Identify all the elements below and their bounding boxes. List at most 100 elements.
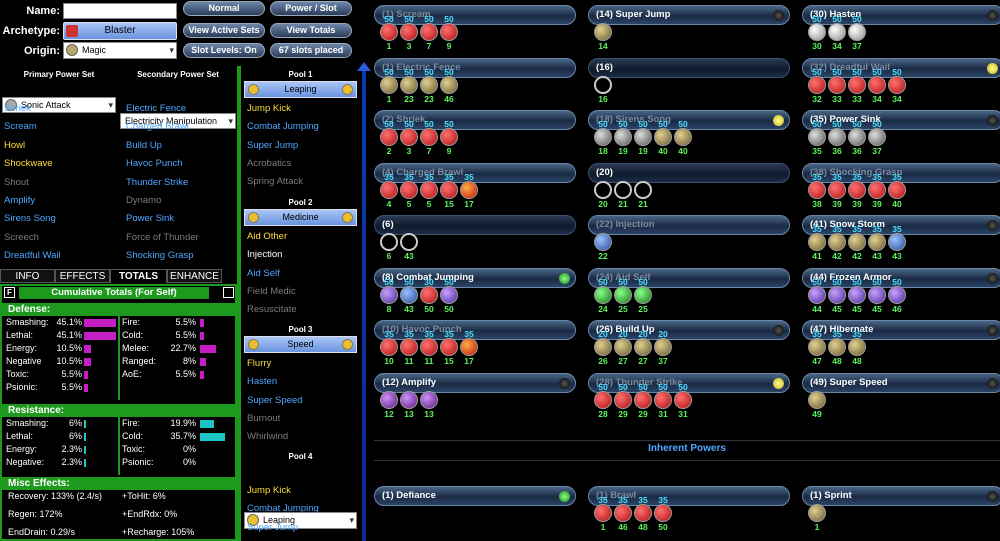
power-toggle-icon[interactable] [987,325,998,336]
primary-power-shockwave[interactable]: Shockwave [4,158,53,170]
enhancement-icon[interactable] [808,504,826,522]
secondary-power-charged-brawl[interactable]: Charged Brawl [126,121,189,133]
power-toggle-icon[interactable] [773,378,784,389]
power-injection[interactable]: (22) Injection [588,215,790,235]
popout-icon[interactable] [223,287,234,298]
empty-slot-icon[interactable] [380,233,398,251]
power-toggle-icon[interactable] [773,115,784,126]
enhancement-icon[interactable] [400,76,418,94]
enhancement-icon[interactable] [380,338,398,356]
power-empty[interactable]: (6) [374,215,576,235]
enhancement-icon[interactable] [888,233,906,251]
pool-power-hasten[interactable]: Hasten [247,376,278,388]
enhancement-icon[interactable] [868,76,886,94]
enhancement-icon[interactable] [400,181,418,199]
enhancement-icon[interactable] [420,286,438,304]
primary-power-screech[interactable]: Screech [4,231,39,243]
enhancement-icon[interactable] [808,338,826,356]
enhancement-icon[interactable] [868,286,886,304]
enhancement-icon[interactable] [380,128,398,146]
enhancement-icon[interactable] [848,128,866,146]
empty-slot-icon[interactable] [614,181,632,199]
pool-power-aid-self[interactable]: Aid Self [247,267,280,279]
enhancement-icon[interactable] [654,504,672,522]
secondary-set-select[interactable]: Electricity Manipulation ▾ [120,113,236,129]
name-input[interactable] [63,3,177,19]
view-totals-button[interactable]: View Totals [270,23,352,38]
enhancement-icon[interactable] [634,128,652,146]
pool-power-resuscitate[interactable]: Resuscitate [247,304,297,316]
enhancement-icon[interactable] [868,181,886,199]
power-electric-fence[interactable]: (1) Electric Fence [374,58,576,78]
tab-info[interactable]: INFO [0,269,55,283]
enhancement-icon[interactable] [828,338,846,356]
primary-power-shout[interactable]: Shout [4,176,29,188]
enhancement-icon[interactable] [828,76,846,94]
enhancement-icon[interactable] [808,23,826,41]
power-toggle-icon[interactable] [559,273,570,284]
primary-power-dreadful-wail[interactable]: Dreadful Wail [4,250,61,262]
pool-power-combat-jumping[interactable]: Combat Jumping [247,121,319,133]
enhancement-icon[interactable] [828,181,846,199]
enhancement-icon[interactable] [654,338,672,356]
enhancement-icon[interactable] [848,23,866,41]
tab-effects[interactable]: EFFECTS [55,269,110,283]
enhancement-icon[interactable] [848,338,866,356]
enhancement-icon[interactable] [400,128,418,146]
secondary-power-force-of-thunder[interactable]: Force of Thunder [126,231,199,243]
enhancement-icon[interactable] [808,76,826,94]
enhancement-icon[interactable] [440,76,458,94]
enhancement-icon[interactable] [828,233,846,251]
power-empty[interactable]: (16) [588,58,790,78]
enhancement-icon[interactable] [634,391,652,409]
enhancement-icon[interactable] [460,181,478,199]
enhancement-icon[interactable] [420,391,438,409]
view-active-sets-button[interactable]: View Active Sets [183,23,265,38]
enhancement-icon[interactable] [440,128,458,146]
enhancement-icon[interactable] [808,128,826,146]
primary-power-amplify[interactable]: Amplify [4,195,36,206]
archetype-select[interactable]: Blaster [63,22,177,40]
power-snow-storm[interactable]: (41) Snow Storm [802,215,1000,235]
primary-power-sirens-song[interactable]: Sirens Song [4,213,56,225]
enhancement-icon[interactable] [674,128,692,146]
power-build-up[interactable]: (26) Build Up [588,320,790,340]
tab-totals[interactable]: TOTALS [110,269,167,283]
origin-select[interactable]: Magic ▾ [63,42,177,59]
enhancement-icon[interactable] [380,76,398,94]
enhancement-icon[interactable] [808,286,826,304]
f-toggle[interactable]: F [4,287,15,298]
enhancement-icon[interactable] [848,181,866,199]
enhancement-icon[interactable] [420,76,438,94]
enhancement-icon[interactable] [594,233,612,251]
power-toggle-icon[interactable] [559,491,570,502]
enhancement-icon[interactable] [460,338,478,356]
enhancement-icon[interactable] [888,181,906,199]
power-super-jump[interactable]: (14) Super Jump [588,5,790,25]
enhancement-icon[interactable] [828,23,846,41]
pool-power-burnout[interactable]: Burnout [247,412,281,424]
enhancement-icon[interactable] [440,23,458,41]
power-slot-button[interactable]: Power / Slot [270,1,352,16]
enhancement-icon[interactable] [674,391,692,409]
enhancement-icon[interactable] [868,233,886,251]
enhancement-icon[interactable] [380,23,398,41]
slots-placed-button[interactable]: 67 slots placed [270,43,352,58]
enhancement-icon[interactable] [654,391,672,409]
enhancement-icon[interactable] [848,286,866,304]
power-brawl[interactable]: (1) Brawl [588,486,790,506]
secondary-power-thunder-strike[interactable]: Thunder Strike [126,176,189,188]
power-hibernate[interactable]: (47) Hibernate [802,320,1000,340]
enhancement-icon[interactable] [380,391,398,409]
power-toggle-icon[interactable] [987,378,998,389]
enhancement-icon[interactable] [614,128,632,146]
enhancement-icon[interactable] [808,233,826,251]
secondary-power-dynamo[interactable]: Dynamo [126,195,162,206]
enhancement-icon[interactable] [634,504,652,522]
enhancement-icon[interactable] [808,181,826,199]
pool-power-super-jump[interactable]: Super Jump [247,521,299,533]
power-scream[interactable]: (1) Scream [374,5,576,25]
enhancement-icon[interactable] [594,286,612,304]
pool-power-injection[interactable]: Injection [247,249,283,261]
enhancement-icon[interactable] [594,128,612,146]
